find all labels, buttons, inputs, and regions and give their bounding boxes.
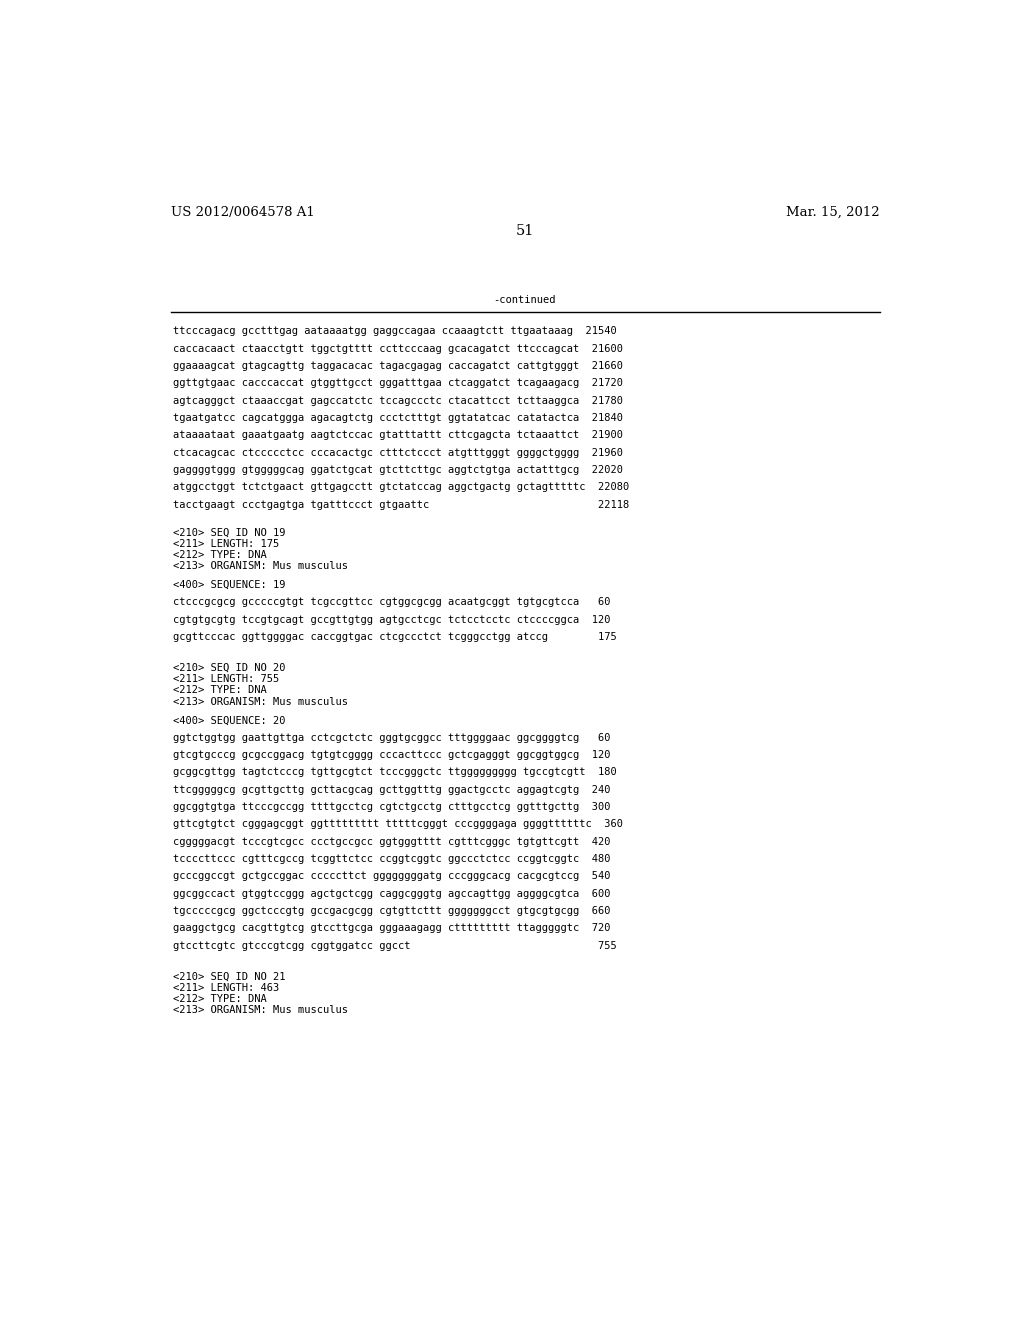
Text: tgaatgatcc cagcatggga agacagtctg ccctctttgt ggtatatcac catatactca  21840: tgaatgatcc cagcatggga agacagtctg ccctctt…	[173, 413, 623, 422]
Text: cgggggacgt tcccgtcgcc ccctgccgcc ggtgggtttt cgtttcgggc tgtgttcgtt  420: cgggggacgt tcccgtcgcc ccctgccgcc ggtgggt…	[173, 837, 610, 846]
Text: gcggcgttgg tagtctcccg tgttgcgtct tcccgggctc ttggggggggg tgccgtcgtt  180: gcggcgttgg tagtctcccg tgttgcgtct tcccggg…	[173, 767, 616, 777]
Text: <211> LENGTH: 175: <211> LENGTH: 175	[173, 539, 280, 549]
Text: <212> TYPE: DNA: <212> TYPE: DNA	[173, 685, 266, 696]
Text: <400> SEQUENCE: 20: <400> SEQUENCE: 20	[173, 715, 286, 726]
Text: gaaggctgcg cacgttgtcg gtccttgcga gggaaagagg cttttttttt ttagggggtc  720: gaaggctgcg cacgttgtcg gtccttgcga gggaaag…	[173, 924, 610, 933]
Text: gttcgtgtct cgggagcggt ggttttttttt tttttcgggt cccggggaga ggggttttttc  360: gttcgtgtct cgggagcggt ggttttttttt tttttc…	[173, 820, 623, 829]
Text: <211> LENGTH: 755: <211> LENGTH: 755	[173, 675, 280, 684]
Text: US 2012/0064578 A1: US 2012/0064578 A1	[171, 206, 314, 219]
Text: ggcggtgtga ttcccgccgg ttttgcctcg cgtctgcctg ctttgcctcg ggtttgcttg  300: ggcggtgtga ttcccgccgg ttttgcctcg cgtctgc…	[173, 803, 610, 812]
Text: ataaaataat gaaatgaatg aagtctccac gtatttattt cttcgagcta tctaaattct  21900: ataaaataat gaaatgaatg aagtctccac gtattta…	[173, 430, 623, 440]
Text: <400> SEQUENCE: 19: <400> SEQUENCE: 19	[173, 579, 286, 590]
Text: <211> LENGTH: 463: <211> LENGTH: 463	[173, 983, 280, 993]
Text: 51: 51	[516, 224, 534, 238]
Text: <212> TYPE: DNA: <212> TYPE: DNA	[173, 550, 266, 560]
Text: atggcctggt tctctgaact gttgagcctt gtctatccag aggctgactg gctagtttttc  22080: atggcctggt tctctgaact gttgagcctt gtctatc…	[173, 482, 629, 492]
Text: ggcggccact gtggtccggg agctgctcgg caggcgggtg agccagttgg aggggcgtca  600: ggcggccact gtggtccggg agctgctcgg caggcgg…	[173, 888, 610, 899]
Text: gtccttcgtc gtcccgtcgg cggtggatcc ggcct                              755: gtccttcgtc gtcccgtcgg cggtggatcc ggcct 7…	[173, 941, 616, 950]
Text: <210> SEQ ID NO 20: <210> SEQ ID NO 20	[173, 663, 286, 673]
Text: Mar. 15, 2012: Mar. 15, 2012	[786, 206, 880, 219]
Text: gcccggccgt gctgccggac cccccttct ggggggggatg cccgggcacg cacgcgtccg  540: gcccggccgt gctgccggac cccccttct gggggggg…	[173, 871, 610, 882]
Text: agtcagggct ctaaaccgat gagccatctc tccagccctc ctacattcct tcttaaggca  21780: agtcagggct ctaaaccgat gagccatctc tccagcc…	[173, 396, 623, 405]
Text: ggaaaagcat gtagcagttg taggacacac tagacgagag caccagatct cattgtgggt  21660: ggaaaagcat gtagcagttg taggacacac tagacga…	[173, 360, 623, 371]
Text: <213> ORGANISM: Mus musculus: <213> ORGANISM: Mus musculus	[173, 697, 348, 706]
Text: ctcacagcac ctccccctcc cccacactgc ctttctccct atgtttgggt ggggctgggg  21960: ctcacagcac ctccccctcc cccacactgc ctttctc…	[173, 447, 623, 458]
Text: ggttgtgaac cacccaccat gtggttgcct gggatttgaa ctcaggatct tcagaagacg  21720: ggttgtgaac cacccaccat gtggttgcct gggattt…	[173, 379, 623, 388]
Text: gcgttcccac ggttggggac caccggtgac ctcgccctct tcgggcctgg atccg        175: gcgttcccac ggttggggac caccggtgac ctcgccc…	[173, 632, 616, 642]
Text: gtcgtgcccg gcgccggacg tgtgtcgggg cccacttccc gctcgagggt ggcggtggcg  120: gtcgtgcccg gcgccggacg tgtgtcgggg cccactt…	[173, 750, 610, 760]
Text: caccacaact ctaacctgtt tggctgtttt ccttcccaag gcacagatct ttcccagcat  21600: caccacaact ctaacctgtt tggctgtttt ccttccc…	[173, 343, 623, 354]
Text: -continued: -continued	[494, 296, 556, 305]
Text: ggtctggtgg gaattgttga cctcgctctc gggtgcggcc tttggggaac ggcggggtcg   60: ggtctggtgg gaattgttga cctcgctctc gggtgcg…	[173, 733, 610, 743]
Text: <210> SEQ ID NO 21: <210> SEQ ID NO 21	[173, 972, 286, 982]
Text: tacctgaagt ccctgagtga tgatttccct gtgaattc                           22118: tacctgaagt ccctgagtga tgatttccct gtgaatt…	[173, 499, 629, 510]
Text: <212> TYPE: DNA: <212> TYPE: DNA	[173, 994, 266, 1005]
Text: cgtgtgcgtg tccgtgcagt gccgttgtgg agtgcctcgc tctcctcctc ctccccggca  120: cgtgtgcgtg tccgtgcagt gccgttgtgg agtgcct…	[173, 615, 610, 624]
Text: ttcgggggcg gcgttgcttg gcttacgcag gcttggtttg ggactgcctc aggagtcgtg  240: ttcgggggcg gcgttgcttg gcttacgcag gcttggt…	[173, 785, 610, 795]
Text: <213> ORGANISM: Mus musculus: <213> ORGANISM: Mus musculus	[173, 1006, 348, 1015]
Text: gaggggtggg gtgggggcag ggatctgcat gtcttcttgc aggtctgtga actatttgcg  22020: gaggggtggg gtgggggcag ggatctgcat gtcttct…	[173, 465, 623, 475]
Text: tgcccccgcg ggctcccgtg gccgacgcgg cgtgttcttt gggggggcct gtgcgtgcgg  660: tgcccccgcg ggctcccgtg gccgacgcgg cgtgttc…	[173, 906, 610, 916]
Text: ctcccgcgcg gcccccgtgt tcgccgttcc cgtggcgcgg acaatgcggt tgtgcgtcca   60: ctcccgcgcg gcccccgtgt tcgccgttcc cgtggcg…	[173, 597, 610, 607]
Text: ttcccagacg gcctttgag aataaaatgg gaggccagaa ccaaagtctt ttgaataaag  21540: ttcccagacg gcctttgag aataaaatgg gaggccag…	[173, 326, 616, 337]
Text: <210> SEQ ID NO 19: <210> SEQ ID NO 19	[173, 528, 286, 537]
Text: tccccttccc cgtttcgccg tcggttctcc ccggtcggtc ggccctctcc ccggtcggtc  480: tccccttccc cgtttcgccg tcggttctcc ccggtcg…	[173, 854, 610, 865]
Text: <213> ORGANISM: Mus musculus: <213> ORGANISM: Mus musculus	[173, 561, 348, 572]
